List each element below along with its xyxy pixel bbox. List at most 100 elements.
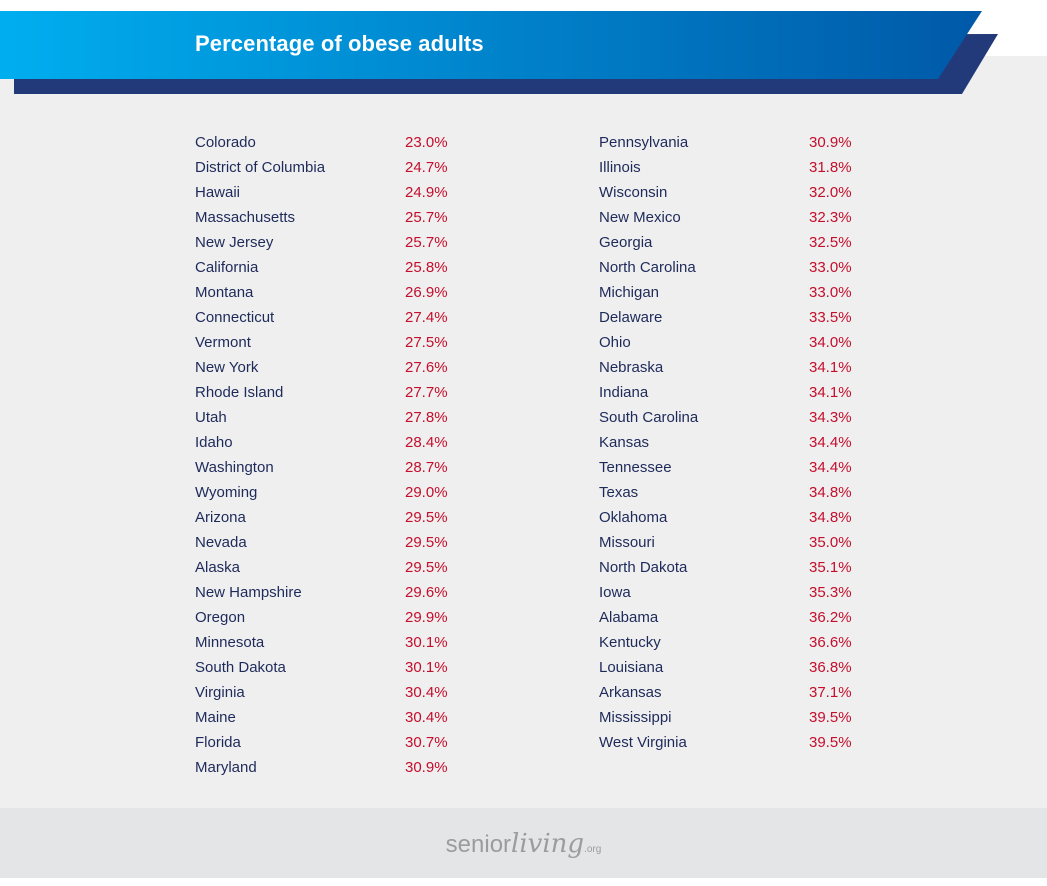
table-row: Kansas 34.4% — [599, 430, 859, 455]
obesity-percentage: 35.1% — [809, 559, 852, 576]
state-name: Missouri — [599, 534, 655, 551]
obesity-percentage: 33.0% — [809, 259, 852, 276]
state-name: District of Columbia — [195, 159, 326, 176]
obesity-percentage: 36.6% — [809, 634, 852, 651]
state-name: Florida — [195, 734, 241, 751]
obesity-percentage: 29.0% — [405, 484, 448, 501]
state-name: New Jersey — [195, 234, 274, 251]
table-row: North Carolina 33.0% — [599, 255, 859, 280]
obesity-percentage: 39.5% — [809, 734, 852, 751]
state-name: New Hampshire — [195, 584, 302, 601]
obesity-percentage: 33.5% — [809, 309, 852, 326]
state-name: Alaska — [195, 559, 241, 576]
state-name: New Mexico — [599, 209, 681, 226]
state-name: Nebraska — [599, 359, 664, 376]
table-row: Wyoming 29.0% — [195, 480, 455, 505]
state-name: Oklahoma — [599, 509, 668, 526]
state-name: Massachusetts — [195, 209, 296, 226]
table-row: Alaska 29.5% — [195, 555, 455, 580]
banner-main — [0, 11, 982, 79]
state-name: Washington — [195, 459, 274, 476]
state-name: Montana — [195, 284, 254, 301]
obesity-percentage: 30.9% — [405, 759, 448, 776]
obesity-percentage: 27.7% — [405, 384, 448, 401]
obesity-percentage: 34.1% — [809, 359, 852, 376]
table-row: Texas 34.8% — [599, 480, 859, 505]
table-column-left: Colorado 23.0% District of Columbia 24.7% Ha… — [195, 130, 455, 780]
state-name: Michigan — [599, 284, 660, 301]
state-name: Arkansas — [599, 684, 662, 701]
table-row: Pennsylvania 30.9% — [599, 130, 859, 155]
obesity-percentage: 28.4% — [405, 434, 448, 451]
table-row: Washington 28.7% — [195, 455, 455, 480]
table-row: Ohio 34.0% — [599, 330, 859, 355]
table-row: Nevada 29.5% — [195, 530, 455, 555]
state-name: Minnesota — [195, 634, 265, 651]
obesity-percentage: 29.5% — [405, 559, 448, 576]
state-name: Kansas — [599, 434, 650, 451]
state-name: Maine — [195, 709, 236, 726]
table-row: Maryland 30.9% — [195, 755, 455, 780]
obesity-percentage: 30.7% — [405, 734, 448, 751]
obesity-percentage: 24.7% — [405, 159, 448, 176]
table-row: California 25.8% — [195, 255, 455, 280]
state-name: Indiana — [599, 384, 649, 401]
table-row: Oklahoma 34.8% — [599, 505, 859, 530]
table-row: Nebraska 34.1% — [599, 355, 859, 380]
table-row: Minnesota 30.1% — [195, 630, 455, 655]
obesity-percentage: 29.5% — [405, 509, 448, 526]
title-banner — [0, 11, 998, 94]
obesity-percentage: 30.4% — [405, 709, 448, 726]
state-name: Rhode Island — [195, 384, 284, 401]
state-name: Utah — [195, 409, 227, 426]
state-name: Kentucky — [599, 634, 661, 651]
obesity-percentage: 39.5% — [809, 709, 852, 726]
state-name: California — [195, 259, 259, 276]
table-row: Hawaii 24.9% — [195, 180, 455, 205]
content-panel — [0, 56, 1047, 808]
table-row: North Dakota 35.1% — [599, 555, 859, 580]
obesity-percentage: 30.4% — [405, 684, 448, 701]
state-name: South Dakota — [195, 659, 286, 676]
table-row: Oregon 29.9% — [195, 605, 455, 630]
obesity-percentage: 24.9% — [405, 184, 448, 201]
state-name: South Carolina — [599, 409, 699, 426]
table-row: Arizona 29.5% — [195, 505, 455, 530]
state-name: Idaho — [195, 434, 233, 451]
obesity-percentage: 37.1% — [809, 684, 852, 701]
state-name: Maryland — [195, 759, 257, 776]
table-row: Illinois 31.8% — [599, 155, 859, 180]
obesity-percentage: 32.5% — [809, 234, 852, 251]
obesity-percentage: 34.4% — [809, 434, 852, 451]
table-row: Alabama 36.2% — [599, 605, 859, 630]
state-name: Texas — [599, 484, 639, 501]
table-row: West Virginia 39.5% — [599, 730, 859, 755]
obesity-percentage: 34.0% — [809, 334, 852, 351]
obesity-percentage: 30.1% — [405, 634, 448, 651]
obesity-percentage: 27.8% — [405, 409, 448, 426]
state-name: Mississippi — [599, 709, 672, 726]
obesity-percentage: 35.3% — [809, 584, 852, 601]
obesity-percentage: 32.3% — [809, 209, 852, 226]
obesity-percentage: 25.8% — [405, 259, 448, 276]
table-row: Virginia 30.4% — [195, 680, 455, 705]
obesity-percentage: 35.0% — [809, 534, 852, 551]
table-row: Connecticut 27.4% — [195, 305, 455, 330]
obesity-percentage: 36.8% — [809, 659, 852, 676]
obesity-percentage: 23.0% — [405, 134, 448, 151]
obesity-percentage: 31.8% — [809, 159, 852, 176]
state-name: Tennessee — [599, 459, 672, 476]
table-row: Mississippi 39.5% — [599, 705, 859, 730]
table-column-right: Pennsylvania 30.9% Illinois 31.8% Wisconsin 3… — [599, 130, 859, 755]
obesity-percentage: 29.9% — [405, 609, 448, 626]
table-row: District of Columbia 24.7% — [195, 155, 455, 180]
obesity-percentage: 34.3% — [809, 409, 852, 426]
obesity-percentage: 34.4% — [809, 459, 852, 476]
table-row: Arkansas 37.1% — [599, 680, 859, 705]
table-row: Michigan 33.0% — [599, 280, 859, 305]
table-row: Iowa 35.3% — [599, 580, 859, 605]
state-name: Wisconsin — [599, 184, 668, 201]
state-name: Alabama — [599, 609, 659, 626]
table-row: South Carolina 34.3% — [599, 405, 859, 430]
table-row: Montana 26.9% — [195, 280, 455, 305]
